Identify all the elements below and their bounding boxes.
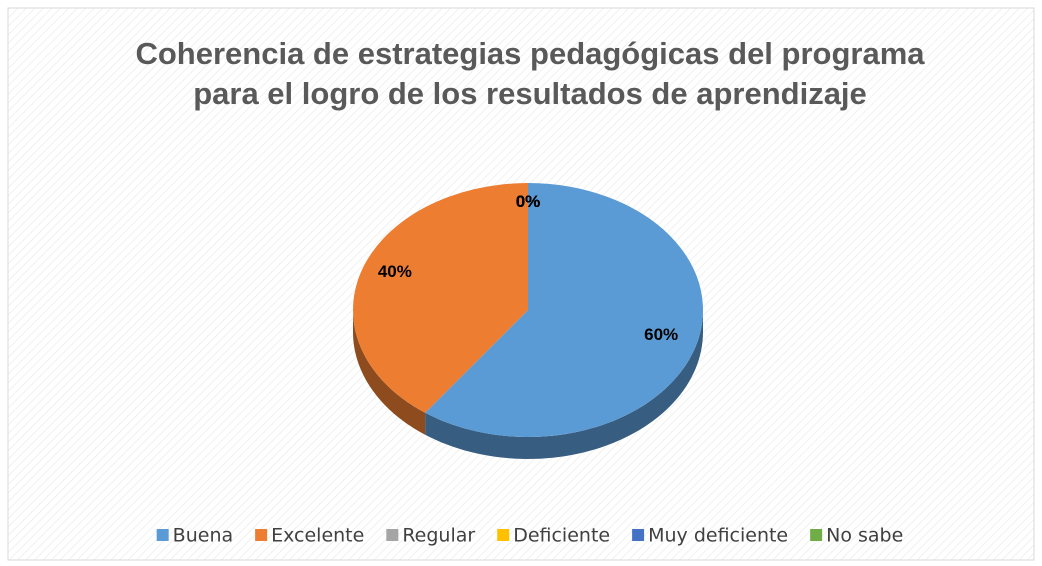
slice-side <box>425 310 703 459</box>
legend-marker <box>255 529 268 541</box>
slice <box>353 183 528 413</box>
legend-label: No sabe <box>826 525 903 547</box>
legend-marker <box>810 529 823 541</box>
data-label: 0% <box>516 192 541 211</box>
legend-label: Deficiente <box>513 525 610 547</box>
legend-marker <box>156 529 169 541</box>
legend-label: Regular <box>402 525 475 547</box>
legend-label: Muy deficiente <box>648 525 788 547</box>
legend-marker <box>497 529 510 541</box>
legend: Buena Excelente Regular Deficiente Muy defic… <box>156 525 903 547</box>
data-labels: 60%40%0%0%0%0% <box>378 192 678 344</box>
legend-marker <box>632 529 645 541</box>
data-label: 0% <box>516 192 541 211</box>
legend-marker <box>386 529 399 541</box>
slice-side <box>353 310 426 435</box>
chart-title: Coherencia de estrategias pedagógicas de… <box>135 36 925 111</box>
data-label: 40% <box>378 262 412 281</box>
legend-label: Excelente <box>271 525 364 547</box>
slice <box>425 183 703 437</box>
data-label: 60% <box>644 325 678 344</box>
data-label: 0% <box>516 192 541 211</box>
legend-label: Buena <box>173 525 233 547</box>
pie <box>353 183 703 459</box>
data-label: 0% <box>516 192 541 211</box>
